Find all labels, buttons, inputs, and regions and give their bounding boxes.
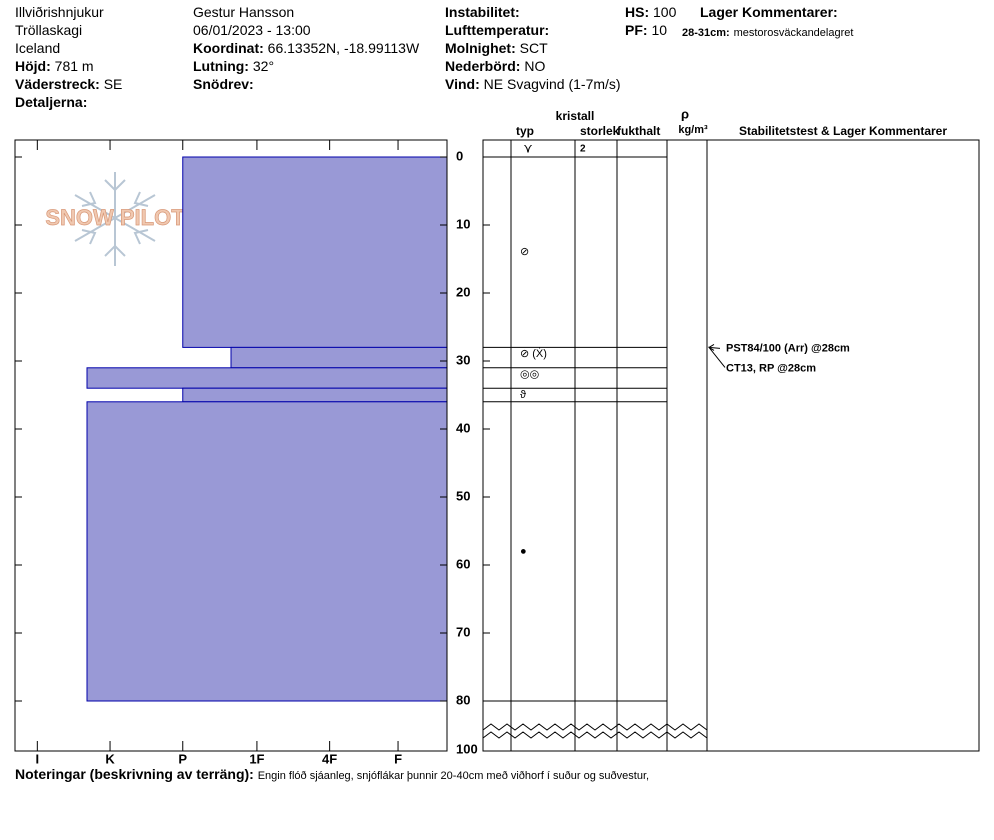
field-value: 781 m [54, 58, 94, 74]
depth-tick-label: 40 [456, 420, 470, 435]
table-header: kg/m³ [678, 124, 708, 136]
header-field: Väderstreck: SE [15, 76, 122, 92]
field-text: Gestur Hansson [193, 4, 295, 20]
field-text: Iceland [15, 40, 61, 56]
hardness-layer [86, 401, 448, 702]
field-label: PF: [625, 22, 648, 38]
comment-text: mestorosväckandelagret [733, 27, 854, 39]
field-label: Detaljerna: [15, 94, 88, 110]
stability-test: CT13, RP @28cm [726, 362, 816, 374]
field-label: Molnighet: [445, 40, 516, 56]
header-field: Höjd: 781 m [15, 58, 94, 74]
field-value: NE Svagvind (1-7m/s) [483, 76, 621, 92]
field-text: 06/01/2023 - 13:00 [193, 22, 311, 38]
header-field: Illviðrishnjukur [15, 4, 104, 20]
table-header: ρ [681, 106, 689, 121]
depth-tick-label: 30 [456, 352, 470, 367]
field-label: Instabilitet: [445, 4, 520, 20]
header-field: 06/01/2023 - 13:00 [193, 22, 311, 38]
header-field: PF: 10 [625, 22, 667, 38]
stability-test: PST84/100 (Arr) @28cm [726, 342, 850, 354]
depth-tick-label: 60 [456, 556, 470, 571]
field-value: NO [524, 58, 546, 74]
header-field: Detaljerna: [15, 94, 87, 110]
field-text: Tröllaskagi [15, 22, 83, 38]
hardness-tick-label: I [36, 751, 40, 766]
logo-flake [74, 172, 156, 266]
hardness-tick-label: P [178, 751, 187, 766]
field-value: 32° [252, 58, 275, 74]
table-header: kristall [556, 109, 595, 123]
field-label: Snödrev: [193, 76, 254, 92]
test-arrow [707, 343, 726, 368]
header-field: Nederbörd: NO [445, 58, 545, 74]
field-value: SE [103, 76, 123, 92]
header-field: Gestur Hansson [193, 4, 294, 20]
header-field: HS: 100 [625, 4, 676, 20]
header-field: Iceland [15, 40, 60, 56]
header-field: Vind: NE Svagvind (1-7m/s) [445, 76, 621, 92]
depth-tick-label: 20 [456, 284, 470, 299]
graph-frame [14, 139, 448, 752]
hardness-tick-label: 4F [322, 751, 337, 766]
depth-tick-label: 0 [456, 148, 463, 163]
comment-label: 28-31cm: [682, 27, 730, 39]
hardness-layer [182, 156, 448, 348]
field-label: Höjd: [15, 58, 51, 74]
field-value: 100 [653, 4, 677, 20]
hardness-layer [230, 346, 448, 369]
field-label: Nederbörd: [445, 58, 521, 74]
logo: SNOW PILOT [45, 205, 185, 230]
depth-tick-label: 70 [456, 624, 470, 639]
hardness-tick-label: K [105, 751, 115, 766]
grain-type: ⋎ [523, 140, 533, 155]
field-label: Koordinat: [193, 40, 264, 56]
header-field: Lufttemperatur: [445, 22, 549, 38]
field-label: Vind: [445, 76, 480, 92]
grain-symbol: ◎◎ [520, 369, 539, 381]
table-header: fukthalt [617, 124, 660, 138]
grain-symbol: ● [520, 545, 527, 557]
field-value: 66.13352N, -18.99113W [267, 40, 420, 56]
depth-tick-label: 50 [456, 488, 470, 503]
hardness-layer [86, 367, 448, 389]
layer-comment: 28-31cm: mestorosväckandelagret [682, 23, 853, 39]
hardness-tick-label: 1F [249, 751, 264, 766]
table-header: storlek [580, 124, 620, 138]
hardness-layer [182, 387, 448, 403]
notes-text: Engin flóð sjáanleg, snjóflákar þunnir 2… [257, 770, 650, 782]
notes: Noteringar (beskrivning av terräng): Eng… [15, 766, 649, 782]
depth-break [482, 723, 708, 739]
header-field: Tröllaskagi [15, 22, 82, 38]
grain-symbol: ⊘ [520, 246, 529, 258]
field-value: 10 [651, 22, 668, 38]
depth-tick-label: 80 [456, 692, 470, 707]
header-field: Lutning: 32° [193, 58, 274, 74]
header-field: Koordinat: 66.13352N, -18.99113W [193, 40, 419, 56]
depth-tick-label: 10 [456, 216, 470, 231]
notes-label: Noteringar (beskrivning av terräng): [15, 766, 254, 782]
hardness-tick-label: F [394, 751, 402, 766]
field-label: Lufttemperatur: [445, 22, 550, 38]
field-text: Illviðrishnjukur [15, 4, 104, 20]
table-header: typ [516, 124, 534, 138]
grain-symbol: ϑ [520, 389, 526, 401]
table-frame [482, 139, 980, 752]
grain-size: 2 [580, 144, 586, 155]
grain-symbol: ⊘ (Ẋ) [520, 347, 547, 360]
field-value: SCT [519, 40, 548, 56]
table-header: Stabilitetstest & Lager Kommentarer [739, 124, 947, 138]
header-field: Snödrev: [193, 76, 254, 92]
layer-comments-title: Lager Kommentarer: [700, 4, 838, 20]
depth-bottom-label: 100 [456, 741, 478, 756]
field-label: Lutning: [193, 58, 249, 74]
header-field: Molnighet: SCT [445, 40, 548, 56]
header-field: Instabilitet: [445, 4, 520, 20]
layer-comments-title: Lager Kommentarer: [700, 4, 838, 20]
field-label: HS: [625, 4, 650, 20]
field-label: Väderstreck: [15, 76, 100, 92]
